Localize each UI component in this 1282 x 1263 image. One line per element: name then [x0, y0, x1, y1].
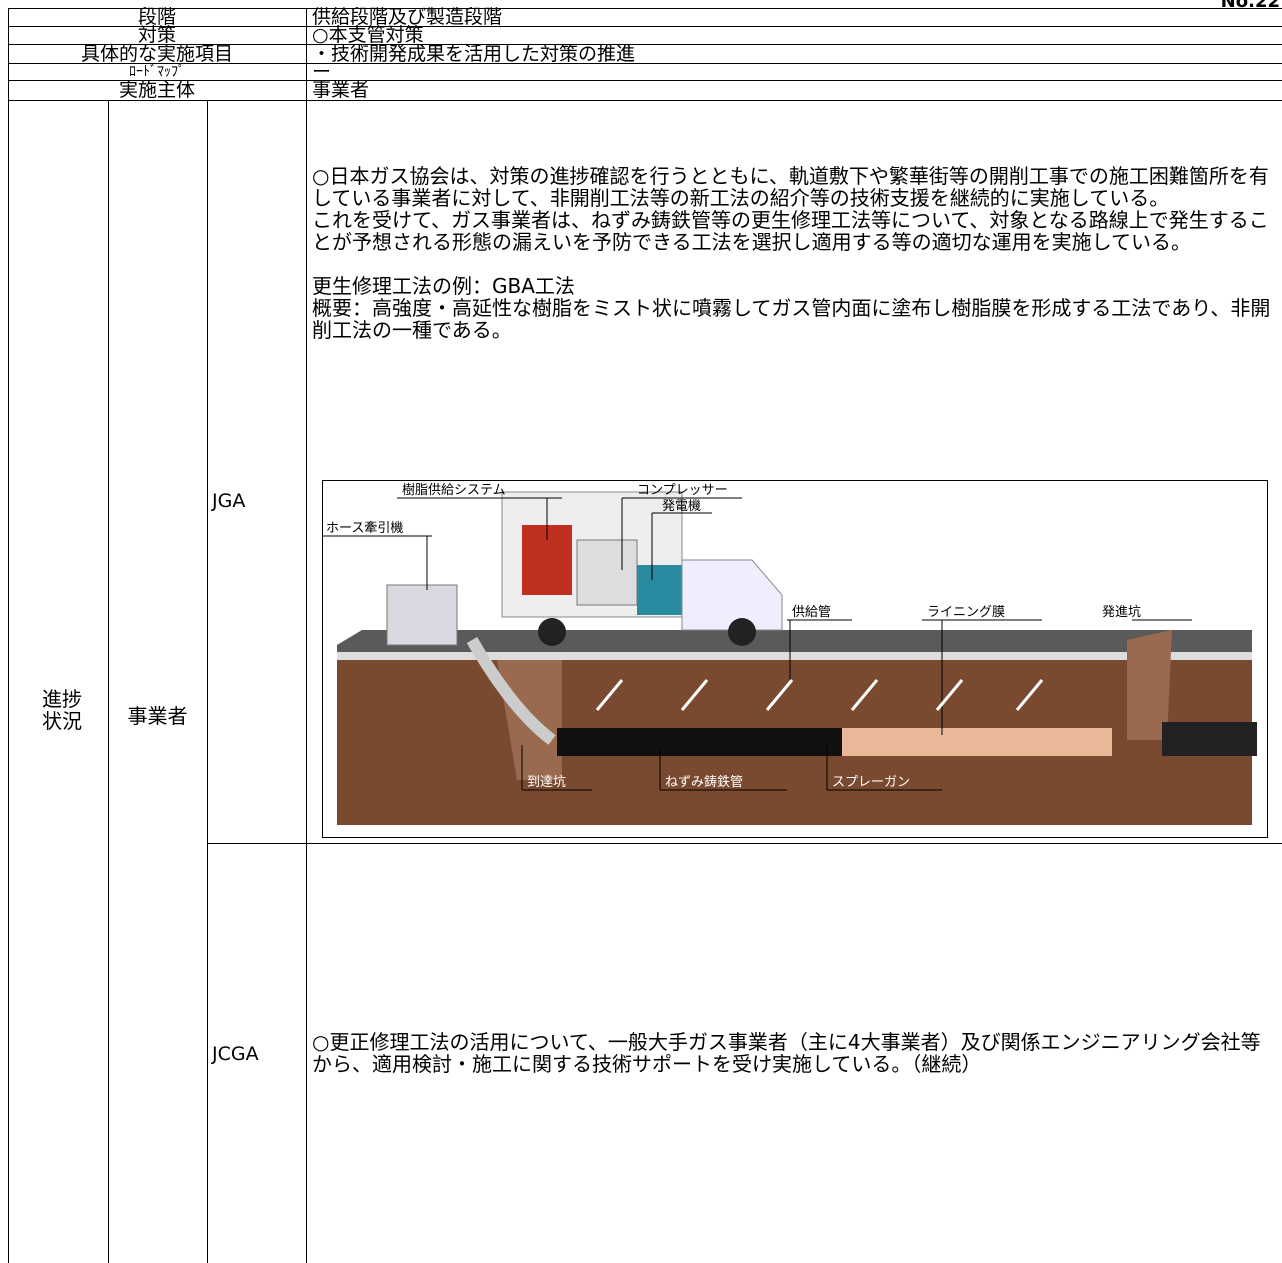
wheel	[538, 618, 566, 646]
figure-label: 供給管	[792, 605, 831, 620]
figure-label: 樹脂供給システム	[402, 483, 506, 498]
lining	[842, 728, 1112, 756]
paragraph: これを受けて、ガス事業者は、ねずみ鋳鉄管等の更生修理工法等について、対象となる路…	[312, 208, 1269, 254]
row-label: 実施主体	[118, 79, 195, 101]
figure-label: コンプレッサー	[637, 483, 728, 498]
hose	[466, 637, 556, 745]
arrows	[595, 679, 1044, 711]
row-value: ー	[312, 61, 332, 83]
page-number: No.22	[1220, 0, 1280, 12]
truck-cab	[681, 559, 783, 631]
rule	[8, 100, 1282, 101]
wheel	[728, 618, 756, 646]
pipe	[1162, 722, 1257, 756]
rule	[108, 100, 109, 1263]
paragraph: 概要：高強度・高延性な樹脂をミスト状に噴霧してガス管内面に塗布し樹脂膜を形成する…	[312, 296, 1271, 342]
road-base	[337, 652, 1252, 660]
paragraph: 更生修理工法の例：GBA工法	[312, 274, 575, 298]
figure-label: 到達坑	[527, 775, 566, 790]
rule	[306, 8, 307, 1263]
pipe	[557, 728, 847, 756]
figure-label: 発電機	[662, 499, 701, 514]
row-label: 対策	[137, 24, 176, 46]
leaders	[322, 497, 1192, 791]
hose-puller	[386, 584, 458, 646]
org: JGA	[212, 490, 246, 512]
rule	[8, 63, 1282, 64]
row-value: ・技術開発成果を活用した対策の推進	[312, 43, 636, 65]
machine	[576, 539, 638, 606]
figure-label: ねずみ鋳鉄管	[665, 774, 743, 790]
row-label: ﾛｰﾄﾞﾏｯﾌﾟ	[129, 64, 185, 80]
rule	[207, 843, 1282, 844]
machine	[637, 565, 687, 615]
rule	[207, 100, 208, 1263]
paragraph: ○日本ガス協会は、対策の進捗確認を行うとともに、軌道敷下や繁華街等の開削工事での…	[312, 164, 1269, 210]
row-label: 具体的な実施項目	[80, 43, 233, 65]
progress-label: 進捗状況	[42, 687, 82, 733]
pit	[1127, 630, 1172, 740]
org: JCGA	[212, 1043, 259, 1065]
figure-label: ホース牽引機	[326, 520, 403, 536]
figure-label: 発進坑	[1102, 605, 1141, 620]
rule	[8, 8, 1282, 9]
road	[337, 630, 1252, 652]
figure-label: ライニング膜	[927, 605, 1005, 620]
paragraph: ○更正修理工法の活用について、一般大手ガス事業者（主に4大事業者）及び関係エンジ…	[312, 1030, 1261, 1076]
jga-text: ○日本ガス協会は、対策の進捗確認を行うとともに、軌道敷下や繁華街等の開削工事での…	[312, 165, 1278, 341]
actor: 事業者	[127, 704, 188, 728]
row-value: ○本支管対策	[312, 24, 424, 46]
rule	[8, 44, 1282, 45]
row-value: 供給段階及び製造段階	[312, 6, 503, 28]
figure: 樹脂供給システム コンプレッサー 発電機 ホース牽引機 供給管 ライニング膜 発…	[322, 480, 1268, 838]
rule	[8, 26, 1282, 27]
rule	[8, 8, 9, 1263]
jcga-text: ○更正修理工法の活用について、一般大手ガス事業者（主に4大事業者）及び関係エンジ…	[312, 1031, 1278, 1075]
rule	[8, 80, 1282, 81]
row-value: 事業者	[312, 79, 370, 101]
row-label: 段階	[137, 6, 176, 28]
figure-label: スプレーガン	[832, 775, 910, 790]
